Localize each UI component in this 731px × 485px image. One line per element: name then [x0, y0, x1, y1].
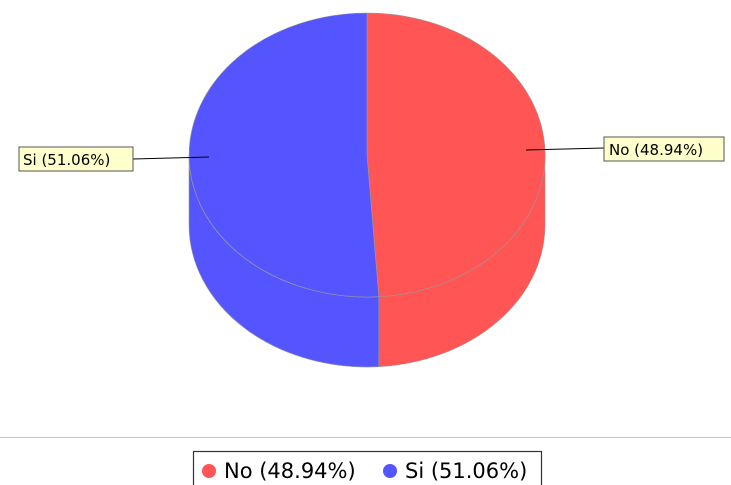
- slice-label-si-text: Si (51.06%): [23, 151, 110, 169]
- leader-line-si: [132, 156, 210, 160]
- legend-swatch-si: [383, 464, 397, 478]
- legend: No (48.94%) Si (51.06%): [192, 450, 543, 485]
- pie-slice-no: [366, 12, 546, 298]
- slice-label-no-text: No (48.94%): [609, 141, 703, 159]
- slice-label-si: Si (51.06%): [18, 146, 134, 172]
- legend-label-si: Si (51.06%): [405, 459, 527, 483]
- pie-top: [188, 12, 546, 298]
- slice-label-si-box: [18, 146, 134, 172]
- slice-label-no: No (48.94%): [603, 136, 725, 162]
- legend-label-no: No (48.94%): [224, 459, 356, 483]
- pie-slice-si: [188, 12, 380, 298]
- slice-label-no-box: [603, 136, 725, 162]
- leader-line-no: [525, 147, 605, 151]
- legend-box: [192, 450, 543, 485]
- legend-swatch-no: [202, 464, 216, 478]
